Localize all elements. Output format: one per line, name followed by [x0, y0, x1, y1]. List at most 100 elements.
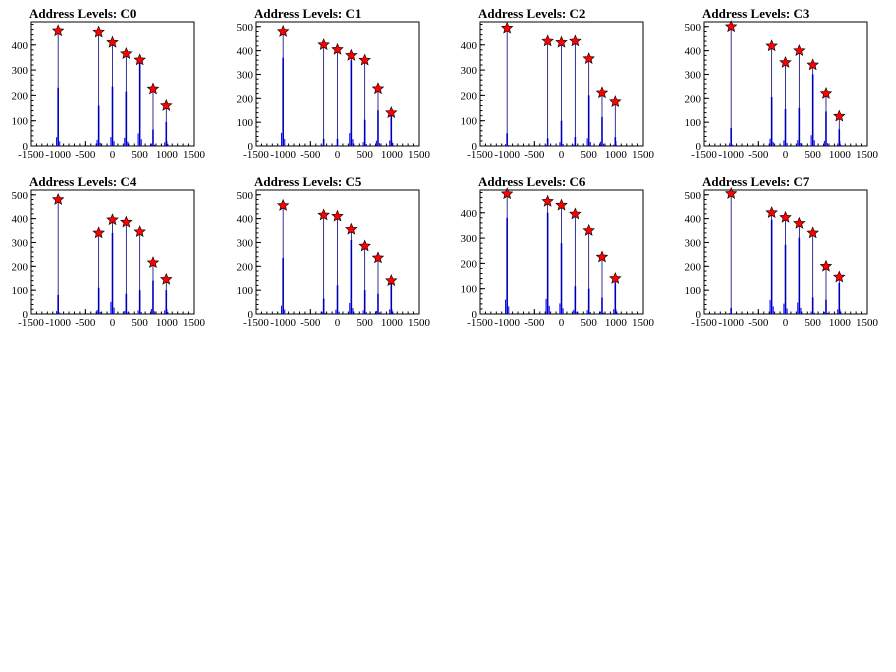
- y-tick-label: 400: [12, 40, 29, 52]
- y-tick-label: 0: [696, 141, 702, 153]
- y-tick-label: 500: [685, 190, 702, 202]
- x-tick-label: -500: [524, 149, 545, 161]
- x-tick-label: 0: [783, 149, 789, 161]
- x-tick-label: 500: [580, 149, 597, 161]
- y-tick-label: 200: [12, 261, 29, 273]
- y-tick-label: 500: [237, 190, 254, 202]
- peak-marker: [345, 48, 358, 61]
- y-tick-label: 100: [461, 116, 478, 128]
- x-tick-label: -1000: [718, 317, 744, 329]
- peak-marker: [779, 55, 792, 68]
- x-tick-label: -500: [524, 317, 545, 329]
- peak-marker: [833, 109, 846, 122]
- peak-marker: [819, 259, 833, 272]
- x-tick-label: -1000: [494, 149, 520, 161]
- chart-title: Address Levels: C0: [29, 6, 136, 21]
- y-tick-label: 100: [685, 117, 702, 129]
- chart-title: Address Levels: C7: [702, 174, 810, 189]
- y-tick-label: 100: [237, 285, 254, 297]
- y-tick-label: 400: [685, 46, 702, 58]
- y-tick-label: 300: [237, 69, 254, 81]
- peak-marker: [358, 239, 371, 252]
- peak-marker: [724, 186, 738, 199]
- y-tick-label: 300: [237, 237, 254, 249]
- x-tick-label: 0: [559, 149, 565, 161]
- peak-marker: [582, 223, 595, 236]
- x-tick-label: -1500: [18, 317, 44, 329]
- x-tick-label: 1500: [856, 149, 879, 161]
- peak-marker: [833, 270, 846, 283]
- y-tick-label: 400: [685, 214, 702, 226]
- y-tick-label: 200: [12, 90, 29, 102]
- chart-title: Address Levels: C2: [478, 6, 585, 21]
- y-tick-label: 400: [461, 40, 478, 52]
- peak-marker: [765, 206, 778, 218]
- peak-marker: [106, 35, 119, 48]
- x-tick-label: -500: [300, 149, 321, 161]
- y-tick-label: 200: [237, 93, 254, 105]
- y-tick-label: 400: [237, 214, 254, 226]
- y-tick-label: 0: [248, 309, 254, 321]
- x-tick-label: -500: [75, 317, 96, 329]
- x-tick-label: 1000: [829, 317, 852, 329]
- x-tick-label: 1500: [408, 317, 431, 329]
- y-tick-label: 400: [237, 46, 254, 58]
- y-tick-label: 0: [23, 141, 29, 153]
- peak-marker: [582, 52, 595, 65]
- x-tick-label: -1000: [45, 317, 71, 329]
- x-tick-label: 0: [335, 317, 341, 329]
- peak-marker: [541, 34, 554, 47]
- x-tick-label: -1500: [467, 317, 493, 329]
- peak-marker: [120, 47, 133, 59]
- peak-marker: [331, 42, 344, 55]
- x-tick-label: 500: [131, 149, 148, 161]
- peak-marker: [160, 272, 173, 285]
- x-tick-label: 0: [335, 149, 341, 161]
- y-tick-label: 200: [461, 90, 478, 102]
- peak-marker: [133, 225, 146, 238]
- x-tick-label: -1500: [691, 149, 717, 161]
- x-tick-label: 1500: [408, 149, 431, 161]
- x-tick-label: -1500: [467, 149, 493, 161]
- peak-marker: [806, 226, 819, 239]
- peak-marker: [779, 210, 792, 223]
- peak-marker: [569, 34, 582, 47]
- chart-panel-1: Address Levels: C10100200300400500-1500-…: [237, 6, 431, 161]
- x-tick-label: 500: [356, 149, 373, 161]
- peak-marker: [331, 209, 344, 222]
- peak-marker: [569, 207, 582, 220]
- x-tick-label: -1000: [270, 149, 296, 161]
- x-tick-label: -1500: [691, 317, 717, 329]
- peak-marker: [371, 82, 385, 95]
- x-tick-label: 500: [804, 317, 821, 329]
- peak-marker: [317, 38, 330, 50]
- chart-title: Address Levels: C3: [702, 6, 810, 21]
- peak-marker: [793, 44, 806, 56]
- peak-marker: [146, 82, 160, 95]
- y-tick-label: 200: [237, 261, 254, 273]
- x-tick-label: 500: [580, 317, 597, 329]
- peak-marker: [160, 98, 173, 111]
- peak-marker: [609, 271, 622, 284]
- peak-marker: [371, 251, 385, 264]
- y-tick-label: 0: [696, 309, 702, 321]
- chart-panel-2: Address Levels: C2 0 100 200 300 400 -1500 -100…: [461, 6, 655, 161]
- y-tick-label: 0: [472, 309, 478, 321]
- peak-marker: [345, 222, 358, 235]
- peak-marker: [92, 226, 105, 239]
- peak-marker: [106, 213, 119, 226]
- x-tick-label: 1500: [183, 149, 206, 161]
- x-tick-label: -500: [748, 149, 769, 161]
- x-tick-label: 1000: [381, 317, 404, 329]
- x-tick-label: 1000: [156, 149, 179, 161]
- x-tick-label: -1000: [270, 317, 296, 329]
- peak-marker: [500, 21, 514, 34]
- x-tick-label: -1500: [18, 149, 44, 161]
- peak-marker: [806, 58, 819, 71]
- y-tick-label: 0: [472, 141, 478, 153]
- y-tick-label: 100: [12, 116, 29, 128]
- peak-marker: [92, 25, 105, 38]
- y-tick-label: 300: [12, 65, 29, 77]
- x-tick-label: -1500: [243, 317, 269, 329]
- chart-panel-0: Address Levels: C0 0 100 200 300 400 -1500 -100…: [12, 6, 206, 161]
